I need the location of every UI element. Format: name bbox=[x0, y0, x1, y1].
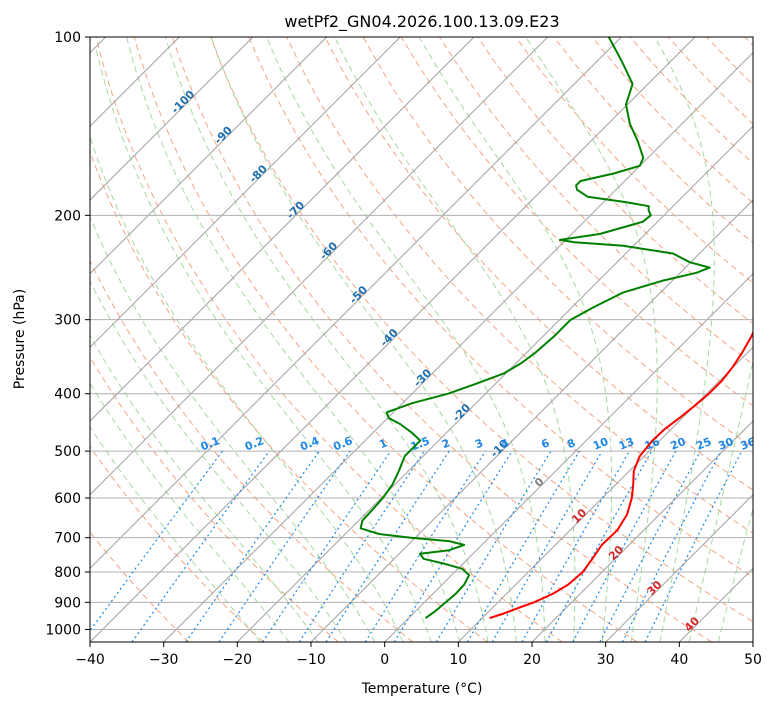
mixing-ratio-label: 2 bbox=[440, 436, 452, 451]
y-tick-label: 200 bbox=[54, 208, 81, 224]
x-tick-label: −40 bbox=[75, 652, 105, 668]
isotherm-line bbox=[90, 37, 401, 349]
y-tick-label: 300 bbox=[54, 313, 81, 329]
dry-adiabat-line bbox=[95, 37, 563, 642]
mixing-ratio-label: 16 bbox=[643, 435, 662, 453]
moist-adiabat-line bbox=[90, 426, 261, 642]
y-tick-label: 800 bbox=[54, 565, 81, 581]
moist-adiabat-line bbox=[266, 37, 546, 642]
x-tick-label: 30 bbox=[597, 652, 615, 668]
dry-adiabat-line bbox=[90, 259, 414, 642]
x-tick-label: −30 bbox=[149, 652, 179, 668]
isotherm-line bbox=[90, 37, 328, 275]
isotherm-line bbox=[90, 37, 696, 642]
moist-adiabat-line bbox=[90, 135, 404, 642]
isotherm-line bbox=[605, 493, 753, 642]
mixing-ratio-line bbox=[521, 450, 631, 642]
y-tick-label: 1000 bbox=[45, 622, 81, 638]
moist-adiabat-line bbox=[717, 506, 753, 642]
y-tick-label: 900 bbox=[54, 595, 81, 611]
moist-adiabat-line bbox=[90, 215, 376, 642]
moist-adiabat-line bbox=[90, 279, 347, 642]
moist-adiabat-line bbox=[95, 49, 432, 642]
x-tick-label: 10 bbox=[449, 652, 467, 668]
x-tick-label: 50 bbox=[744, 652, 762, 668]
dry-adiabat-line bbox=[210, 37, 753, 623]
isotherm-line bbox=[90, 37, 475, 422]
mixing-ratio-label: 20 bbox=[668, 435, 687, 453]
mixing-ratio-line bbox=[131, 450, 270, 642]
mixing-ratio-label: 1 bbox=[377, 436, 389, 451]
moist-adiabat-line bbox=[688, 358, 753, 642]
mixing-ratio-label: 36 bbox=[738, 435, 757, 453]
mixing-ratio-line bbox=[90, 450, 223, 632]
mixing-ratio-label: 25 bbox=[694, 435, 713, 453]
x-tick-label: −20 bbox=[223, 652, 253, 668]
dry-adiabat-line bbox=[324, 37, 753, 491]
y-tick-label: 100 bbox=[54, 30, 81, 46]
moist-adiabat-line bbox=[654, 37, 715, 642]
mixing-ratio-line bbox=[599, 450, 702, 642]
mixing-ratio-line bbox=[298, 450, 425, 642]
moist-adiabat-line bbox=[334, 37, 576, 642]
dry-adiabat-line bbox=[171, 37, 712, 642]
y-axis-title: Pressure (hPa) bbox=[12, 289, 28, 389]
isotherm-line bbox=[236, 125, 753, 642]
mixing-ratio-line bbox=[435, 450, 552, 642]
y-tick-label: 600 bbox=[54, 491, 81, 507]
x-tick-label: 40 bbox=[670, 652, 688, 668]
moist-adiabat-line bbox=[126, 37, 461, 642]
isotherm-line bbox=[90, 37, 549, 496]
isotherm-line bbox=[90, 37, 622, 570]
mixing-ratio-label: 13 bbox=[617, 435, 636, 453]
x-tick-label: −10 bbox=[296, 652, 326, 668]
moist-adiabat-line bbox=[210, 37, 517, 642]
mixing-ratio-line bbox=[466, 450, 580, 642]
mixing-ratio-line bbox=[545, 450, 653, 642]
dry-adiabat-line bbox=[248, 37, 753, 578]
isotherm-line bbox=[163, 51, 753, 642]
mixing-ratio-line bbox=[185, 450, 320, 642]
isotherm-line bbox=[310, 199, 753, 642]
x-tick-label: 0 bbox=[380, 652, 389, 668]
moist-adiabat-line bbox=[164, 37, 489, 642]
mixing-ratio-label: 8 bbox=[565, 436, 577, 451]
dewpoint-profile-line bbox=[359, 37, 711, 619]
dry-adiabat-line bbox=[515, 37, 753, 284]
mixing-ratio-label: 3 bbox=[473, 436, 485, 451]
chart-title: wetPf2_GN04.2026.100.13.09.E23 bbox=[284, 12, 559, 32]
isotherm-line bbox=[90, 37, 254, 201]
isotherm-line bbox=[457, 346, 753, 642]
temperature-profile-line bbox=[489, 330, 753, 620]
moist-adiabat-line bbox=[90, 382, 290, 642]
mixing-ratio-line bbox=[621, 450, 722, 642]
mixing-ratio-line bbox=[325, 450, 450, 642]
mixing-ratio-line bbox=[491, 450, 603, 642]
moist-adiabat-line bbox=[90, 334, 319, 642]
y-axis: 100 200 300 400 500 600 700 800 900 1000 bbox=[45, 30, 90, 638]
plot-frame bbox=[89, 36, 754, 643]
x-tick-label: 20 bbox=[523, 652, 541, 668]
dry-adiabat-line bbox=[286, 37, 753, 534]
dry-adiabat-line bbox=[90, 445, 264, 642]
isotherm-line bbox=[384, 272, 753, 642]
mixing-ratio-label: 10 bbox=[591, 435, 610, 453]
mixing-ratio-line bbox=[572, 450, 677, 642]
moist-adiabat-line bbox=[525, 37, 658, 642]
y-tick-label: 700 bbox=[54, 531, 81, 547]
mixing-ratio-line bbox=[364, 450, 486, 642]
x-axis: −40 −30 −20 −10 0 10 20 30 40 50 bbox=[75, 642, 762, 668]
plot-area: -100-90-80-70-60-50-40-30-20-10010203040… bbox=[90, 37, 757, 642]
y-tick-label: 500 bbox=[54, 444, 81, 460]
y-tick-label: 400 bbox=[54, 387, 81, 403]
x-axis-title: Temperature (°C) bbox=[361, 681, 483, 697]
mixing-ratio-line bbox=[644, 450, 743, 642]
mixing-ratio-label: 30 bbox=[716, 435, 735, 453]
isotherm-line bbox=[531, 420, 753, 642]
moist-adiabat-line bbox=[418, 37, 613, 642]
